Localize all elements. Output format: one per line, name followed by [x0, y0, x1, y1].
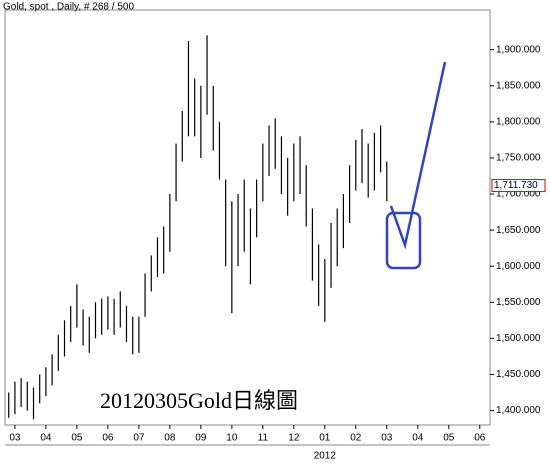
x-tick-label: 05 — [71, 433, 83, 444]
y-tick-label: 1,400.000 — [496, 405, 541, 416]
x-tick-label: 05 — [443, 433, 455, 444]
year-label: 2012 — [314, 451, 337, 462]
x-tick-label: 04 — [40, 433, 52, 444]
drawn-forecast — [389, 61, 447, 250]
y-tick-label: 1,700.000 — [496, 189, 541, 200]
x-tick-label: 06 — [474, 433, 486, 444]
drawn-box — [385, 211, 422, 270]
x-tick-label: 03 — [9, 433, 21, 444]
x-tick-label: 03 — [381, 433, 393, 444]
y-tick-label: 1,800.000 — [496, 117, 541, 128]
x-tick-label: 01 — [319, 433, 331, 444]
y-tick-label: 1,600.000 — [496, 261, 541, 272]
x-tick-label: 09 — [195, 433, 207, 444]
y-tick-label: 1,750.000 — [496, 153, 541, 164]
x-tick-label: 08 — [164, 433, 176, 444]
x-tick-label: 06 — [102, 433, 114, 444]
y-tick-label: 1,850.000 — [496, 80, 541, 91]
y-tick-label: 1,550.000 — [496, 297, 541, 308]
x-tick-label: 04 — [412, 433, 424, 444]
y-tick-label: 1,650.000 — [496, 225, 541, 236]
y-tick-label: 1,500.000 — [496, 333, 541, 344]
x-tick-label: 10 — [226, 433, 238, 444]
x-tick-label: 11 — [258, 433, 269, 444]
x-tick-label: 12 — [288, 433, 300, 444]
x-tick-label: 07 — [133, 433, 145, 444]
chart-title: Gold, spot , Daily, # 268 / 500 — [3, 2, 134, 13]
y-tick-label: 1,900.000 — [496, 44, 541, 55]
annotation: 20120305Gold日線圖 — [100, 388, 298, 413]
x-tick-label: 02 — [350, 433, 362, 444]
y-tick-label: 1,450.000 — [496, 369, 541, 380]
last-price-label: 1,711.730 — [494, 180, 538, 191]
plot-frame — [4, 9, 491, 426]
last-price-box — [491, 179, 546, 193]
